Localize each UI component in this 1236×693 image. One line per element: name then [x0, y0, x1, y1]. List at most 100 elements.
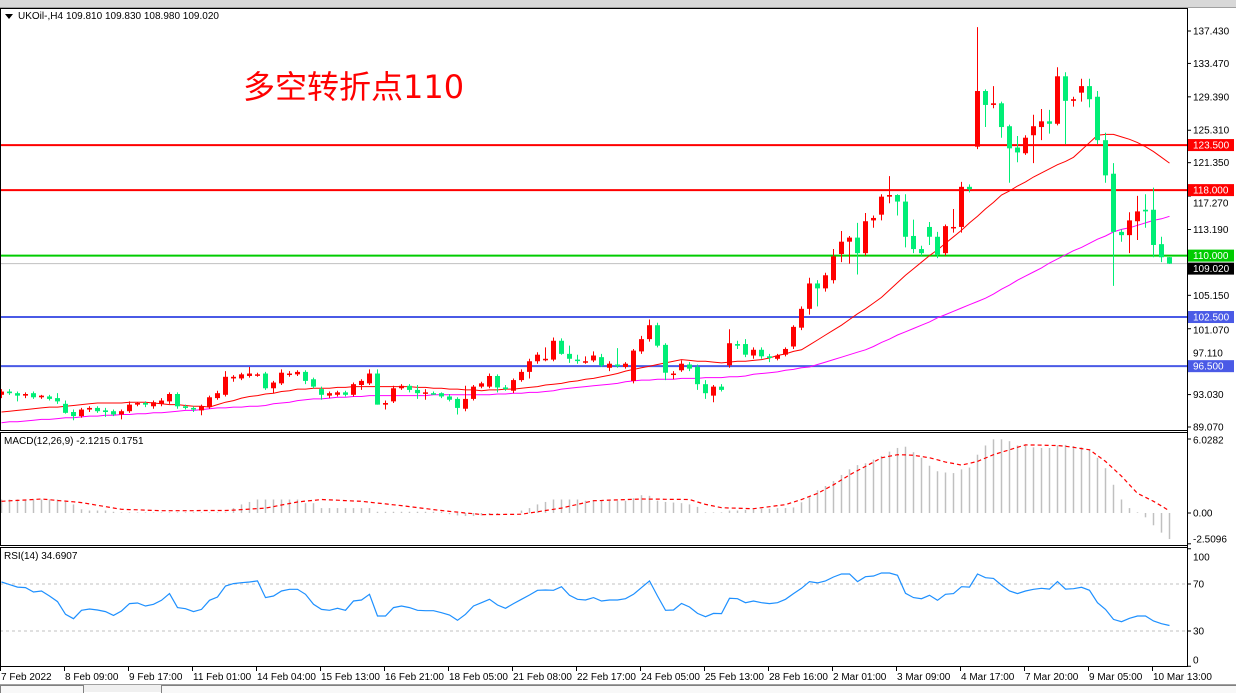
candle: [351, 382, 356, 397]
candle-body: [503, 387, 508, 390]
candle: [903, 194, 908, 248]
candle-body: [415, 389, 420, 394]
candle-body: [439, 393, 444, 397]
rsi-panel-frame: [0, 547, 1188, 667]
candle-body: [247, 373, 252, 376]
price-axis-label: 133.470: [1193, 59, 1230, 70]
macd-plot: [1, 439, 1171, 540]
time-axis-label: 2 Mar 01:00: [833, 672, 887, 683]
rsi-label: RSI(14) 34.6907: [4, 551, 78, 562]
candle: [431, 391, 436, 395]
level-badge: [1188, 360, 1234, 373]
candle: [159, 398, 164, 407]
candle: [727, 329, 732, 368]
candle: [503, 384, 508, 391]
ma-fast-line: [1, 133, 1170, 413]
candle: [1167, 257, 1172, 264]
candle-body: [1047, 121, 1052, 124]
candle: [455, 397, 460, 415]
candle-body: [799, 308, 804, 328]
candle-body: [895, 195, 900, 202]
chart-tab[interactable]: [161, 685, 1236, 693]
candle-body: [455, 398, 460, 408]
candle: [1135, 195, 1140, 241]
chart-annotation[interactable]: 多空转折点110: [243, 68, 465, 106]
candle: [551, 337, 556, 362]
candle-body: [567, 353, 572, 359]
candle: [951, 208, 956, 233]
candle-body: [383, 403, 388, 405]
macd-axis-label: -2.5096: [1193, 535, 1227, 546]
candle-body: [375, 373, 380, 405]
candle: [71, 409, 76, 421]
candle-body: [967, 186, 972, 190]
candle-body: [159, 400, 164, 404]
candle-body: [111, 411, 116, 415]
candle: [975, 27, 980, 150]
candle-body: [95, 407, 100, 412]
candle: [663, 343, 668, 381]
candle-body: [143, 403, 148, 405]
candle: [207, 395, 212, 409]
candle-body: [767, 356, 772, 358]
chart-tab[interactable]: [0, 685, 84, 693]
candle-body: [1055, 76, 1060, 124]
triangle-down-icon[interactable]: [5, 14, 13, 19]
candle-body: [215, 393, 220, 399]
candle: [743, 339, 748, 358]
candle: [1087, 78, 1092, 108]
candle-body: [927, 226, 932, 237]
candle: [303, 370, 308, 385]
candle-body: [471, 386, 476, 399]
candle: [575, 354, 580, 364]
candle-body: [943, 226, 948, 254]
time-axis-label: 24 Feb 05:00: [641, 672, 700, 683]
candle-body: [407, 385, 412, 390]
candle: [831, 249, 836, 284]
candle-body: [479, 383, 484, 387]
candle-body: [727, 343, 732, 366]
candle-body: [751, 349, 756, 356]
candle: [231, 375, 236, 382]
candle-body: [623, 363, 628, 367]
candle-body: [879, 196, 884, 215]
candle-body: [1023, 137, 1028, 154]
candle: [271, 380, 276, 394]
candle-body: [463, 398, 468, 409]
candle: [87, 406, 92, 413]
candle-body: [535, 354, 540, 362]
candle: [1031, 114, 1036, 164]
candle-body: [1103, 140, 1108, 176]
candle-body: [919, 249, 924, 254]
level-badge-label: 110.000: [1193, 251, 1229, 262]
candle-body: [759, 349, 764, 357]
candle-body: [15, 393, 20, 396]
rsi-line: [1, 572, 1170, 627]
candle-body: [519, 371, 524, 381]
candle: [167, 392, 172, 404]
candle-body: [711, 386, 716, 396]
candle: [495, 374, 500, 393]
candle-body: [399, 385, 404, 389]
candle: [607, 361, 612, 372]
candle: [639, 335, 644, 354]
candle: [615, 348, 620, 368]
macd-label: MACD(12,26,9) -2.1215 0.1751: [4, 436, 144, 447]
candle: [559, 338, 564, 355]
candle-body: [103, 410, 108, 413]
candle-body: [1111, 173, 1116, 232]
candle-body: [935, 236, 940, 255]
candle-body: [39, 395, 44, 398]
candle: [847, 235, 852, 264]
macd-axis-label: 0.00: [1193, 509, 1213, 520]
candle: [463, 385, 468, 412]
price-axis-label: 129.390: [1193, 92, 1230, 103]
candle: [407, 384, 412, 393]
candle: [775, 353, 780, 361]
candle: [935, 231, 940, 259]
level-badge-label: 123.500: [1193, 141, 1230, 152]
time-axis-label: 11 Feb 01:00: [193, 672, 252, 683]
candle: [911, 219, 916, 254]
candle: [759, 347, 764, 359]
